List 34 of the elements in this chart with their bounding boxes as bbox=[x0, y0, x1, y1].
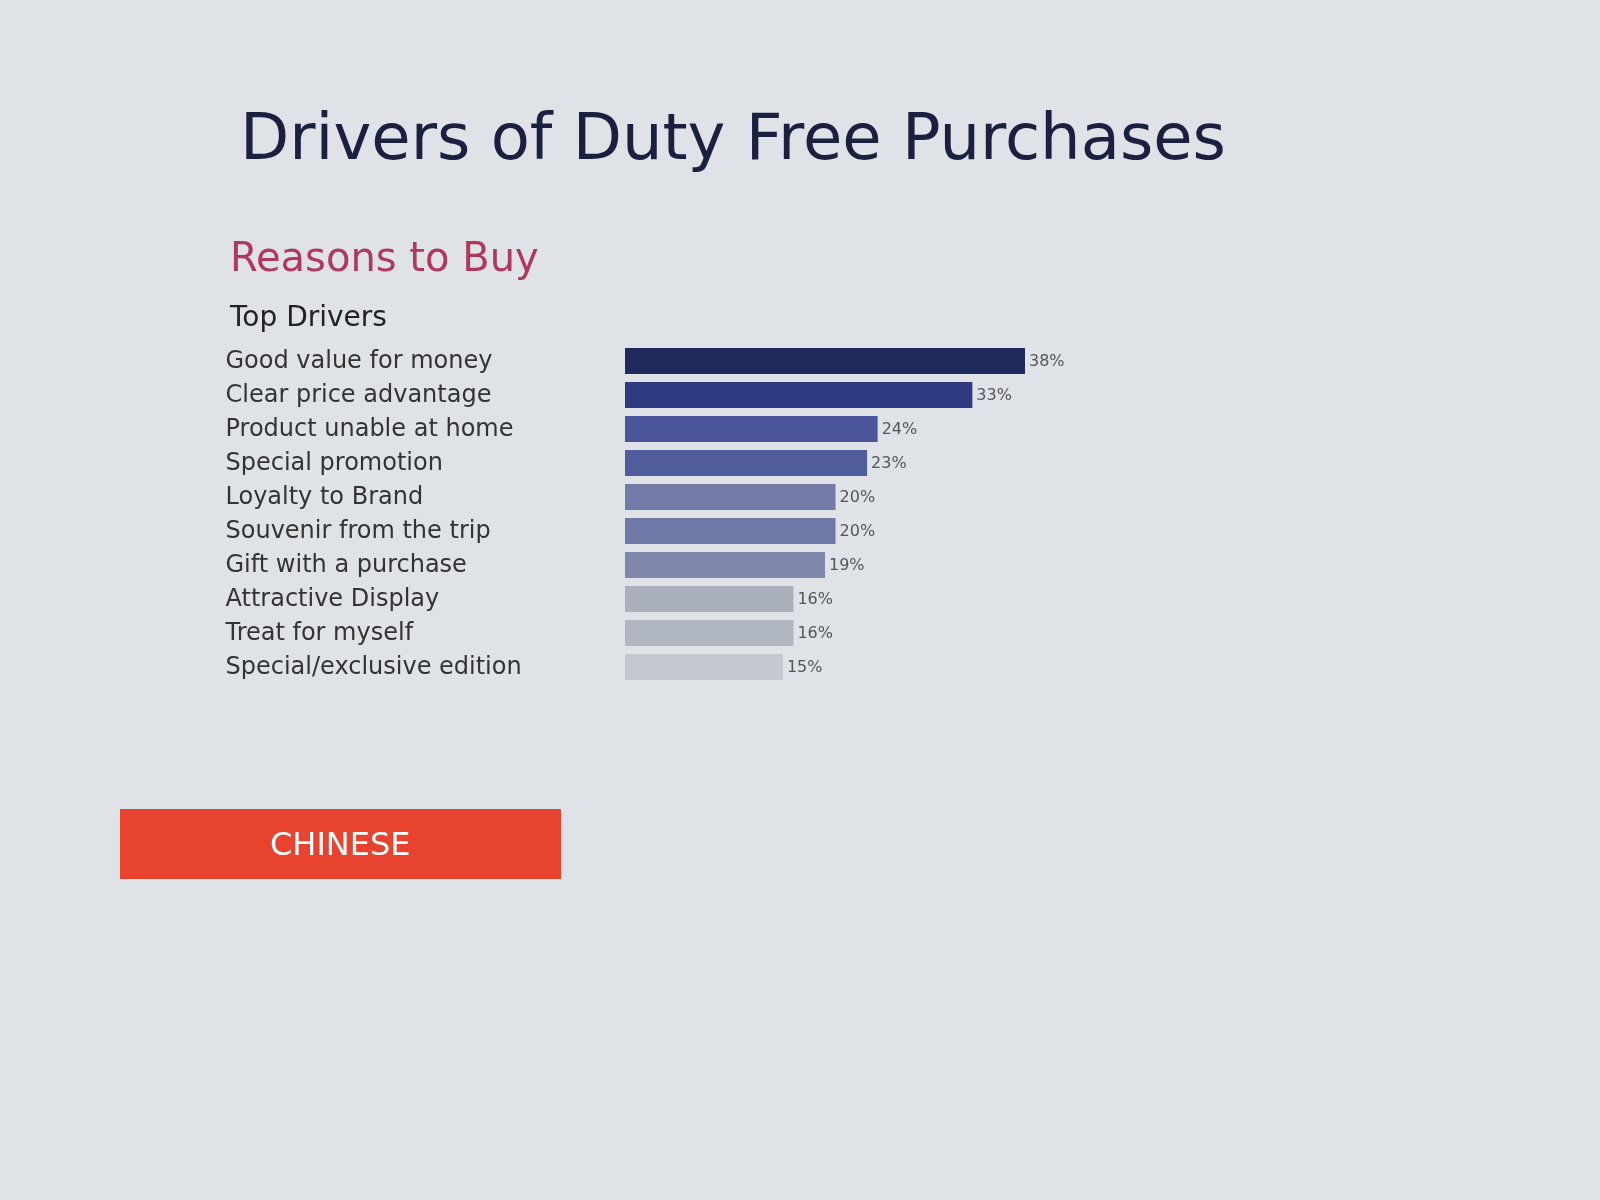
data-label: 15% bbox=[786, 657, 823, 676]
data-label: 20% bbox=[839, 521, 876, 540]
bar bbox=[625, 620, 794, 646]
text: CHINESE bbox=[120, 809, 561, 879]
chart-title: Drivers of Duty Free Purchases bbox=[240, 100, 1227, 174]
data-label: 24% bbox=[881, 419, 918, 438]
y-tick-label: Product unable at home bbox=[225, 414, 514, 442]
text: Top Drivers bbox=[230, 300, 388, 333]
y-tick-label: Special promotion bbox=[225, 448, 443, 476]
y-tick-label: Attractive Display bbox=[225, 584, 440, 612]
y-tick-label: Good value for money bbox=[225, 346, 493, 374]
data-label: 20% bbox=[839, 487, 876, 506]
bar bbox=[625, 416, 878, 442]
data-label: 16% bbox=[797, 623, 833, 642]
bar bbox=[625, 586, 794, 612]
bar bbox=[625, 382, 973, 408]
data-label: 33% bbox=[976, 385, 1012, 404]
bar bbox=[625, 552, 825, 578]
data-label: 23% bbox=[871, 453, 907, 472]
chart-subtitle: Reasons to Buy bbox=[230, 234, 540, 280]
y-tick-label: Gift with a purchase bbox=[225, 550, 467, 578]
y-tick-label: Loyalty to Brand bbox=[225, 482, 424, 510]
y-tick-label: Special/exclusive edition bbox=[225, 652, 522, 680]
data-label: 19% bbox=[829, 555, 865, 574]
bar bbox=[625, 450, 868, 476]
y-tick-label: Treat for myself bbox=[224, 618, 414, 646]
y-tick-label: Souvenir from the trip bbox=[225, 516, 491, 544]
bar bbox=[625, 484, 836, 510]
y-tick-label: Clear price advantage bbox=[225, 380, 492, 408]
data-label: 16% bbox=[797, 589, 833, 608]
bar bbox=[625, 654, 783, 680]
bar bbox=[625, 348, 1025, 374]
data-label: 38% bbox=[1029, 351, 1065, 370]
bar bbox=[625, 518, 836, 544]
